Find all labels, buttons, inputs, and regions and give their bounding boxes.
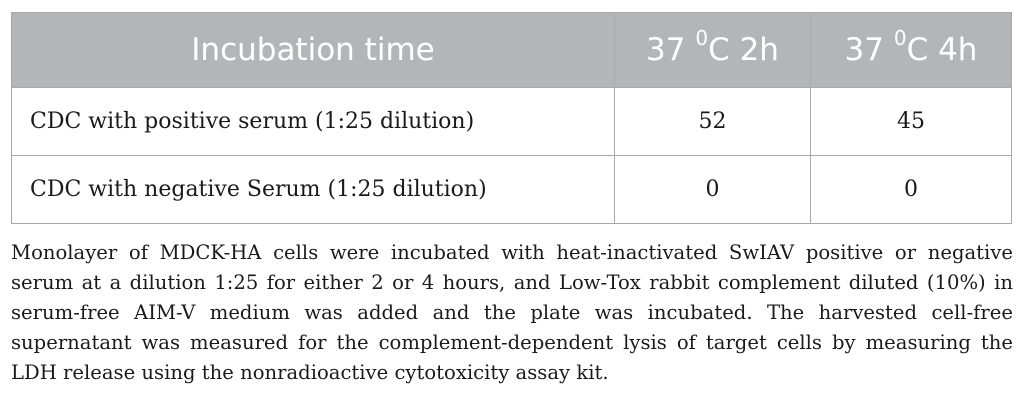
header-37c-4h: 37 0C 4h xyxy=(810,12,1012,88)
cell-negative-4h: 0 xyxy=(810,155,1012,224)
cell-negative-2h: 0 xyxy=(614,155,811,224)
table-container: Incubation time 37 0C 2h 37 0C 4h CDC wi… xyxy=(11,12,1012,224)
table-body: CDC with positive serum (1:25 dilution) … xyxy=(11,87,1012,224)
table-header: Incubation time 37 0C 2h 37 0C 4h xyxy=(11,12,1012,88)
row-label-positive-serum: CDC with positive serum (1:25 dilution) xyxy=(11,87,615,156)
header-incubation-time: Incubation time xyxy=(11,12,615,88)
header-37c-4h-pre: 37 xyxy=(844,32,894,68)
results-table: Incubation time 37 0C 2h 37 0C 4h CDC wi… xyxy=(11,12,1012,224)
header-37c-2h-post: C 2h xyxy=(708,32,779,68)
header-37c-2h-degree: 0 xyxy=(695,26,709,50)
header-37c-4h-post: C 4h xyxy=(906,32,978,68)
header-37c-2h: 37 0C 2h xyxy=(614,12,811,88)
row-label-negative-serum: CDC with negative Serum (1:25 dilution) xyxy=(11,155,615,224)
cell-positive-4h: 45 xyxy=(810,87,1012,156)
table-row: CDC with positive serum (1:25 dilution) … xyxy=(11,87,1012,156)
table-caption: Monolayer of MDCK-HA cells were incubate… xyxy=(11,241,1013,384)
header-37c-2h-pre: 37 xyxy=(646,32,696,68)
cell-positive-2h: 52 xyxy=(614,87,811,156)
table-row: CDC with negative Serum (1:25 dilution) … xyxy=(11,155,1012,224)
header-row: Incubation time 37 0C 2h 37 0C 4h xyxy=(11,12,1012,88)
header-37c-4h-degree: 0 xyxy=(893,26,907,50)
